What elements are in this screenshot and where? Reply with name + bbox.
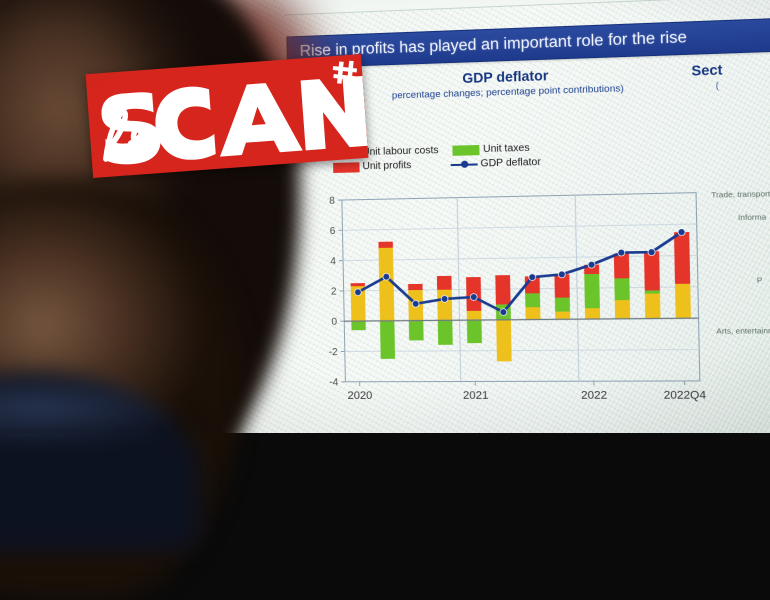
svg-text:6: 6 <box>330 226 336 237</box>
legend-swatch-gdp-deflator <box>450 159 477 170</box>
legend-swatch-unit-taxes <box>453 144 480 155</box>
svg-text:0: 0 <box>331 317 337 328</box>
legend-item-unit-profits: Unit profits <box>333 160 411 173</box>
chart-legend: Unit labour costs Unit taxes Unit profit… <box>333 140 646 176</box>
previous-slide-strip: 10 ECB/EBA... Latest obs... ECB staff... <box>283 0 770 16</box>
chart-svg: -4 -2 0 2 4 6 8 2020 2021 2022 2022Q4 <box>307 184 709 414</box>
svg-text:-2: -2 <box>329 347 339 358</box>
category-label-arts: Arts, entertainm <box>716 326 770 336</box>
right-panel-title: Sect <box>691 57 770 79</box>
svg-text:2: 2 <box>331 287 337 298</box>
svg-text:2022: 2022 <box>581 389 607 401</box>
legend-label-unit-labour-costs: Unit labour costs <box>362 145 438 158</box>
category-label-trade: Trade, transport <box>711 189 770 200</box>
category-label-information: Informa <box>738 212 766 222</box>
le-scan-logo-svg <box>86 54 369 178</box>
svg-text:8: 8 <box>329 196 335 207</box>
svg-text:2022Q4: 2022Q4 <box>664 389 707 402</box>
svg-text:2020: 2020 <box>347 390 372 402</box>
le-scan-logo <box>86 54 369 178</box>
svg-text:2021: 2021 <box>463 390 489 402</box>
chart-plot-area: -4 -2 0 2 4 6 8 2020 2021 2022 2022Q4 <box>307 184 709 414</box>
legend-label-unit-taxes: Unit taxes <box>483 143 530 155</box>
legend-item-gdp-deflator: GDP deflator <box>450 157 541 170</box>
svg-text:-4: -4 <box>329 377 339 388</box>
legend-item-unit-taxes: Unit taxes <box>453 143 530 156</box>
legend-swatch-unit-profits <box>333 162 360 173</box>
category-label-professional: P <box>757 275 763 285</box>
svg-text:4: 4 <box>330 256 336 267</box>
legend-label-unit-profits: Unit profits <box>362 160 411 172</box>
legend-label-gdp-deflator: GDP deflator <box>480 157 541 170</box>
